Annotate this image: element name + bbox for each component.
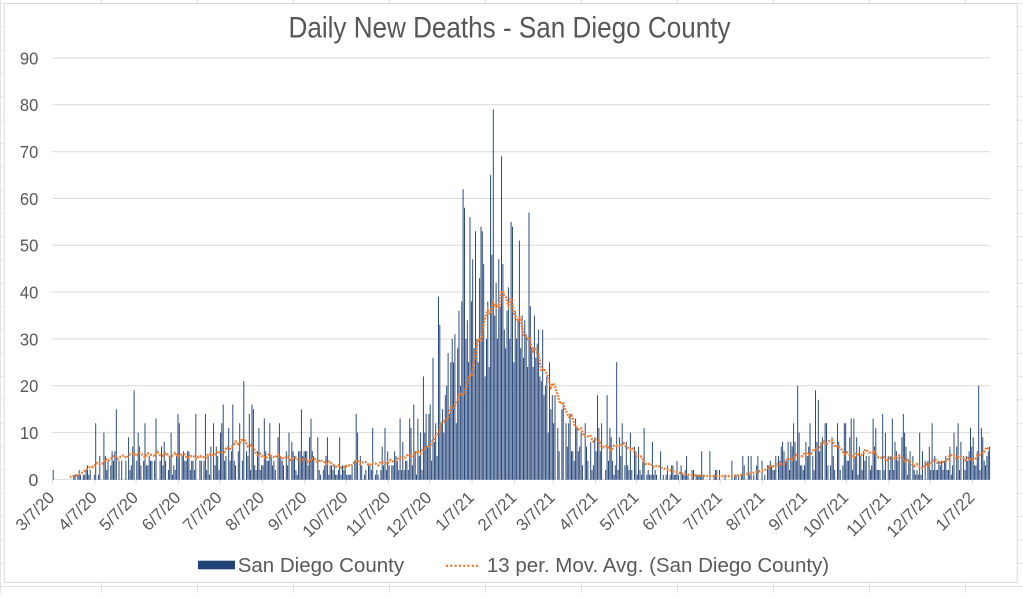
svg-text:20: 20	[20, 376, 39, 396]
svg-text:80: 80	[20, 95, 39, 115]
svg-text:San Diego County: San Diego County	[238, 554, 405, 577]
svg-text:60: 60	[20, 189, 39, 209]
svg-text:0: 0	[28, 470, 38, 490]
svg-text:13 per. Mov. Avg. (San Diego C: 13 per. Mov. Avg. (San Diego County)	[487, 554, 829, 577]
svg-text:40: 40	[20, 283, 39, 303]
svg-text:90: 90	[20, 48, 39, 68]
svg-text:70: 70	[20, 142, 39, 162]
svg-text:30: 30	[20, 329, 39, 349]
svg-text:50: 50	[20, 236, 39, 256]
svg-text:10: 10	[20, 423, 39, 443]
svg-text:Daily New Deaths - San Diego C: Daily New Deaths - San Diego County	[289, 13, 731, 45]
